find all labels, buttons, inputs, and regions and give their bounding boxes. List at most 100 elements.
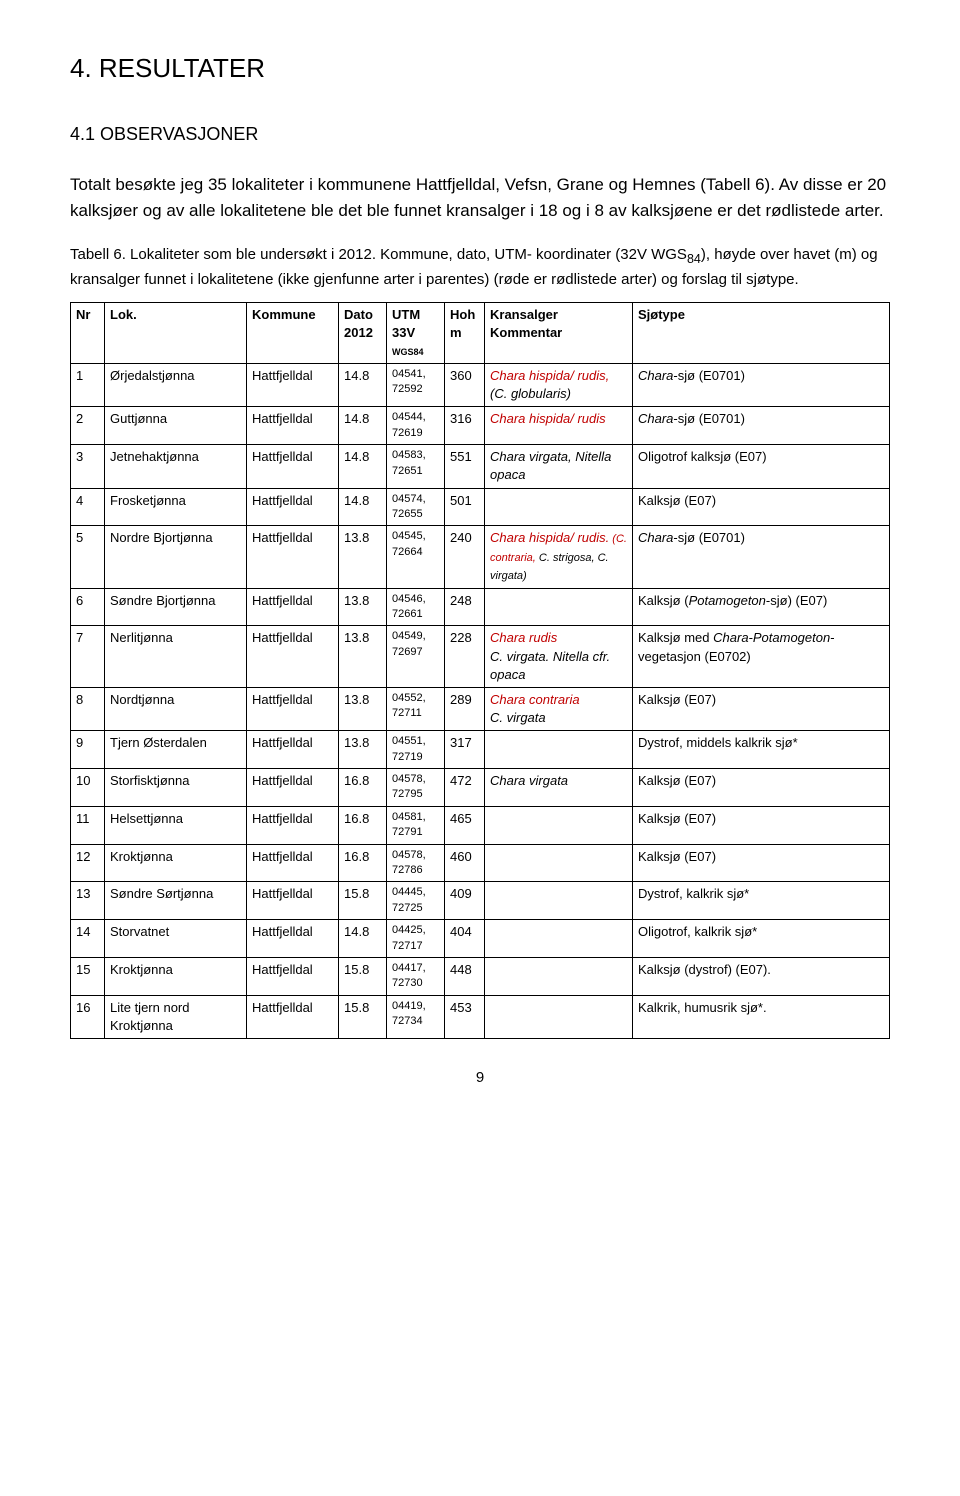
cell-nr: 9 [71,731,105,769]
cell-utm: 04544, 72619 [387,407,445,445]
cell-nr: 8 [71,687,105,730]
table-row: 12KroktjønnaHattfjelldal16.804578, 72786… [71,844,890,882]
cell-nr: 13 [71,882,105,920]
cell-sjotype: Kalksjø med Chara-Potamogeton-vegetasjon… [633,626,890,688]
heading-observasjoner: 4.1 OBSERVASJONER [70,122,890,147]
cell-kransalger [485,920,633,958]
cell-kransalger [485,806,633,844]
cell-kransalger: Chara virgata [485,769,633,807]
cell-kommune: Hattfjelldal [247,526,339,588]
cell-kommune: Hattfjelldal [247,626,339,688]
cell-utm: 04545, 72664 [387,526,445,588]
cell-hoh: 240 [445,526,485,588]
cell-utm: 04581, 72791 [387,806,445,844]
cell-nr: 10 [71,769,105,807]
cell-utm: 04583, 72651 [387,445,445,488]
cell-lok: Kroktjønna [105,957,247,995]
cell-hoh: 465 [445,806,485,844]
cell-hoh: 228 [445,626,485,688]
cell-hoh: 448 [445,957,485,995]
cell-nr: 12 [71,844,105,882]
cell-kransalger [485,957,633,995]
cell-dato: 13.8 [339,526,387,588]
cell-nr: 16 [71,995,105,1038]
cell-utm: 04578, 72795 [387,769,445,807]
cell-kransalger [485,488,633,526]
cell-sjotype: Kalkrik, humusrik sjø*. [633,995,890,1038]
cell-hoh: 409 [445,882,485,920]
table-row: 4FrosketjønnaHattfjelldal14.804574, 7265… [71,488,890,526]
table-row: 13Søndre SørtjønnaHattfjelldal15.804445,… [71,882,890,920]
th-kommune: Kommune [247,302,339,364]
cell-nr: 3 [71,445,105,488]
cell-dato: 16.8 [339,844,387,882]
cell-dato: 13.8 [339,731,387,769]
cell-lok: Helsettjønna [105,806,247,844]
th-nr: Nr [71,302,105,364]
th-kransalger: Kransalger Kommentar [485,302,633,364]
cell-lok: Ørjedalstjønna [105,364,247,407]
cell-nr: 6 [71,588,105,626]
cell-kransalger: Chara hispida/ rudis. (C. contraria, C. … [485,526,633,588]
cell-hoh: 472 [445,769,485,807]
cell-sjotype: Kalksjø (E07) [633,488,890,526]
cell-lok: Nordre Bjortjønna [105,526,247,588]
cell-sjotype: Dystrof, kalkrik sjø* [633,882,890,920]
cell-sjotype: Oligotrof kalksjø (E07) [633,445,890,488]
cell-utm: 04419, 72734 [387,995,445,1038]
lokaliteter-table: Nr Lok. Kommune Dato 2012 UTM 33VWGS84 H… [70,302,890,1040]
cell-kommune: Hattfjelldal [247,957,339,995]
cell-kommune: Hattfjelldal [247,844,339,882]
cell-kommune: Hattfjelldal [247,488,339,526]
cell-nr: 5 [71,526,105,588]
cell-kransalger [485,882,633,920]
cell-lok: Kroktjønna [105,844,247,882]
cell-sjotype: Kalksjø (Potamogeton-sjø) (E07) [633,588,890,626]
cell-kommune: Hattfjelldal [247,995,339,1038]
table-row: 1ØrjedalstjønnaHattfjelldal14.804541, 72… [71,364,890,407]
cell-kransalger [485,588,633,626]
cell-kommune: Hattfjelldal [247,920,339,958]
th-lok: Lok. [105,302,247,364]
cell-kransalger [485,731,633,769]
cell-sjotype: Kalksjø (E07) [633,806,890,844]
cell-dato: 14.8 [339,407,387,445]
cell-utm: 04574, 72655 [387,488,445,526]
cell-hoh: 404 [445,920,485,958]
cell-sjotype: Chara-sjø (E0701) [633,364,890,407]
cell-utm: 04549, 72697 [387,626,445,688]
cell-nr: 11 [71,806,105,844]
cell-lok: Storvatnet [105,920,247,958]
cell-dato: 15.8 [339,957,387,995]
cell-lok: Nordtjønna [105,687,247,730]
cell-sjotype: Kalksjø (E07) [633,769,890,807]
cell-hoh: 453 [445,995,485,1038]
table-row: 14StorvatnetHattfjelldal14.804425, 72717… [71,920,890,958]
cell-hoh: 460 [445,844,485,882]
cell-dato: 14.8 [339,445,387,488]
table-row: 3JetnehaktjønnaHattfjelldal14.804583, 72… [71,445,890,488]
cell-lok: Søndre Bjortjønna [105,588,247,626]
cell-lok: Storfisktjønna [105,769,247,807]
cell-lok: Frosketjønna [105,488,247,526]
th-dato: Dato 2012 [339,302,387,364]
cell-kommune: Hattfjelldal [247,407,339,445]
cell-kommune: Hattfjelldal [247,769,339,807]
cell-utm: 04546, 72661 [387,588,445,626]
cell-kransalger: Chara virgata, Nitella opaca [485,445,633,488]
cell-dato: 13.8 [339,687,387,730]
cell-dato: 16.8 [339,769,387,807]
cell-dato: 13.8 [339,588,387,626]
cell-sjotype: Oligotrof, kalkrik sjø* [633,920,890,958]
cell-utm: 04417, 72730 [387,957,445,995]
th-utm: UTM 33VWGS84 [387,302,445,364]
intro-paragraph: Totalt besøkte jeg 35 lokaliteter i komm… [70,172,890,225]
cell-nr: 2 [71,407,105,445]
cell-lok: Nerlitjønna [105,626,247,688]
cell-sjotype: Kalksjø (E07) [633,687,890,730]
page-number: 9 [70,1067,890,1088]
cell-kommune: Hattfjelldal [247,882,339,920]
table-header-row: Nr Lok. Kommune Dato 2012 UTM 33VWGS84 H… [71,302,890,364]
cell-hoh: 317 [445,731,485,769]
cell-kransalger [485,844,633,882]
